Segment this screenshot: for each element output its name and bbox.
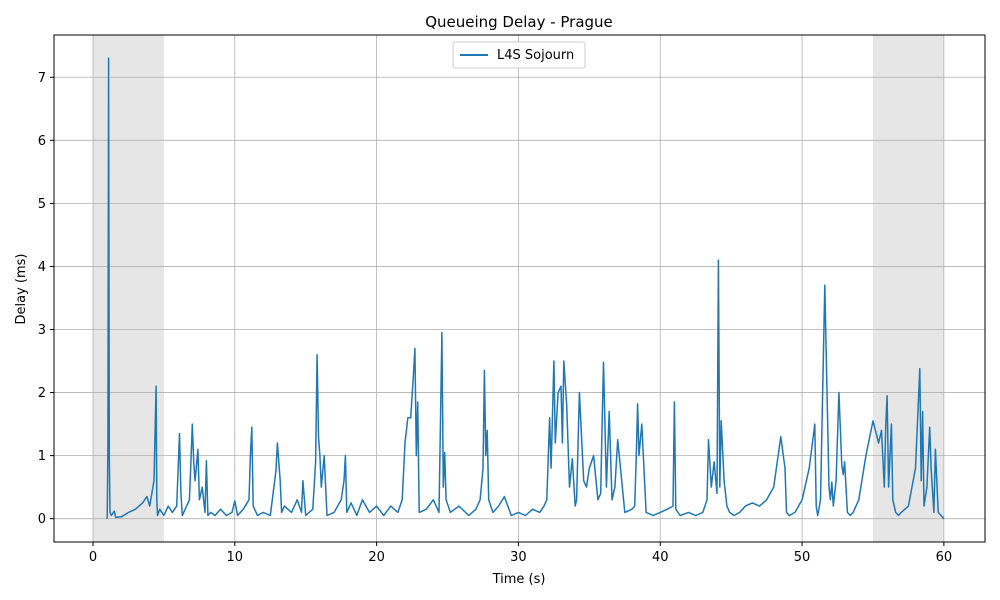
x-tick-label: 40 bbox=[652, 550, 669, 565]
y-tick-label: 2 bbox=[38, 386, 46, 401]
x-tick-label: 60 bbox=[936, 550, 953, 565]
x-tick-label: 20 bbox=[368, 550, 385, 565]
x-tick-label: 10 bbox=[227, 550, 244, 565]
x-tick-label: 50 bbox=[794, 550, 811, 565]
y-axis-label: Delay (ms) bbox=[14, 254, 29, 325]
chart-title: Queueing Delay - Prague bbox=[425, 13, 613, 31]
y-tick-label: 0 bbox=[38, 512, 46, 527]
y-tick-label: 4 bbox=[38, 260, 46, 275]
legend-label-l4s-sojourn: L4S Sojourn bbox=[497, 48, 574, 63]
legend: L4S Sojourn bbox=[452, 41, 586, 69]
y-tick-label: 6 bbox=[38, 134, 46, 149]
y-tick-label: 3 bbox=[38, 323, 46, 338]
plot-area-frame bbox=[53, 34, 986, 543]
legend-box bbox=[452, 41, 586, 69]
series-line-l4s-sojourn bbox=[106, 57, 945, 520]
x-tick-label: 30 bbox=[510, 550, 527, 565]
x-axis-label: Time (s) bbox=[492, 572, 546, 587]
y-tick-label: 1 bbox=[38, 449, 46, 464]
x-tick-label: 0 bbox=[89, 550, 97, 565]
y-tick-label: 7 bbox=[38, 71, 46, 86]
shaded-region-0 bbox=[92, 35, 164, 542]
y-tick-label: 5 bbox=[38, 197, 46, 212]
